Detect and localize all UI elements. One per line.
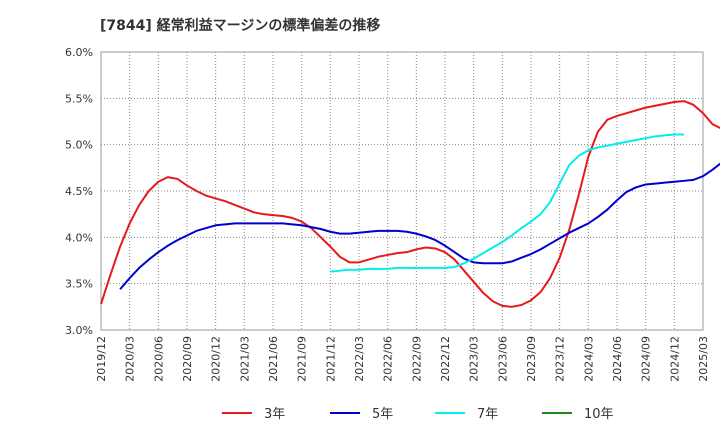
x-tick-label: 2021/12 xyxy=(324,336,337,382)
grid xyxy=(101,52,703,330)
y-axis: 3.0% 3.5% 4.0% 4.5% 5.0% 5.5% 6.0% xyxy=(65,46,93,337)
y-tick-label: 5.0% xyxy=(65,139,93,152)
series-line-5年 xyxy=(119,162,720,290)
y-tick-label: 5.5% xyxy=(65,92,93,105)
x-tick-label: 2024/03 xyxy=(582,336,595,382)
y-tick-label: 6.0% xyxy=(65,46,93,59)
legend-label: 3年 xyxy=(264,407,285,422)
x-tick-label: 2022/06 xyxy=(382,336,395,382)
x-tick-label: 2023/03 xyxy=(468,336,481,382)
x-tick-label: 2021/03 xyxy=(238,336,251,382)
series-lines xyxy=(100,100,720,308)
x-tick-label: 2021/06 xyxy=(267,336,280,382)
x-tick-label: 2025/03 xyxy=(697,336,710,382)
x-tick-label: 2021/09 xyxy=(296,336,309,382)
x-tick-label: 2022/09 xyxy=(410,336,423,382)
x-tick-label: 2020/03 xyxy=(124,336,137,382)
x-tick-label: 2019/12 xyxy=(95,336,108,382)
series-line-3年 xyxy=(100,100,720,308)
x-tick-label: 2024/06 xyxy=(611,336,624,382)
legend-label: 7年 xyxy=(477,407,498,422)
x-tick-label: 2020/06 xyxy=(152,336,165,382)
y-tick-label: 4.5% xyxy=(65,185,93,198)
legend-label: 10年 xyxy=(584,407,614,422)
y-tick-label: 3.0% xyxy=(65,324,93,337)
x-tick-label: 2023/06 xyxy=(496,336,509,382)
y-tick-label: 4.0% xyxy=(65,231,93,244)
plot-frame xyxy=(100,51,704,331)
y-tick-label: 3.5% xyxy=(65,278,93,291)
x-tick-label: 2023/09 xyxy=(525,336,538,382)
legend-label: 5年 xyxy=(372,407,393,422)
series-line-7年 xyxy=(330,133,684,273)
x-tick-label: 2023/12 xyxy=(554,336,567,382)
x-tick-label: 2022/12 xyxy=(439,336,452,382)
x-tick-label: 2020/09 xyxy=(181,336,194,382)
legend: 3年 5年 7年 10年 xyxy=(222,407,614,422)
x-tick-label: 2024/09 xyxy=(640,336,653,382)
x-tick-label: 2022/03 xyxy=(353,336,366,382)
x-tick-label: 2020/12 xyxy=(210,336,223,382)
x-tick-label: 2024/12 xyxy=(668,336,681,382)
chart-title: [7844] 経常利益マージンの標準偏差の推移 xyxy=(100,17,380,34)
x-axis: 2019/12 2020/03 2020/06 2020/09 2020/12 2021/… xyxy=(95,336,710,382)
